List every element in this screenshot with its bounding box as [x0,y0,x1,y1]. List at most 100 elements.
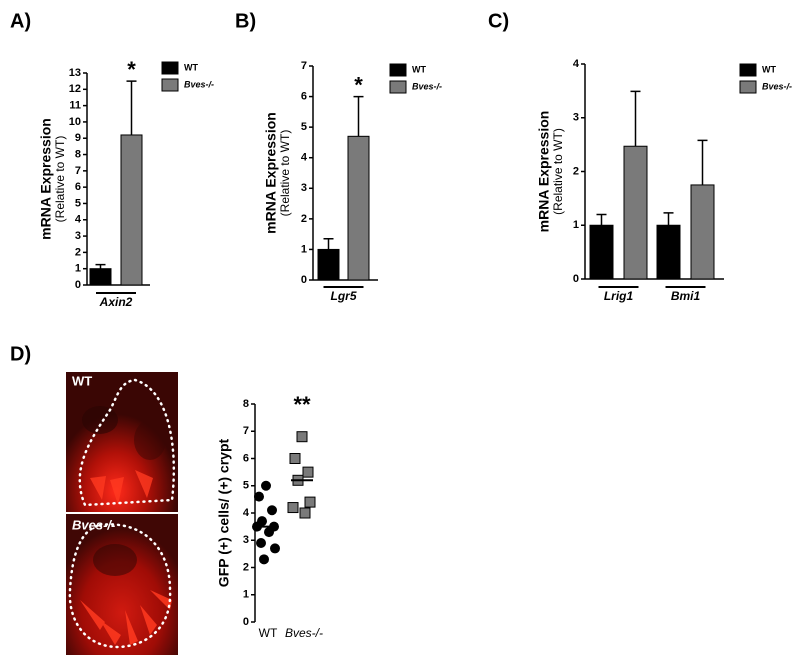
bar [623,145,648,280]
error-bar [596,213,607,226]
y-tick-label: 6 [75,181,81,193]
y-axis-sublabel: (Relative to WT) [551,128,565,215]
y-tick-label: 9 [75,132,81,144]
legend-swatch [161,78,179,92]
significance: * [354,72,363,97]
y-tick-label: 5 [75,197,81,209]
y-tick-label: 5 [301,121,307,133]
data-point [302,466,314,478]
bar [690,184,715,280]
data-point [254,491,264,502]
y-tick-label: 3 [301,182,307,194]
y-tick-label: 1 [301,243,307,255]
data-point [289,453,301,464]
y-tick-label: 0 [301,274,307,286]
panel-label: A) [10,10,31,32]
legend-label: Bves-/- [184,79,214,89]
y-tick-label: 12 [69,83,81,95]
y-tick-label: 1 [573,219,579,231]
error-bar [630,90,641,147]
data-point [256,537,266,548]
micrograph-bves [66,514,178,655]
legend-swatch [739,63,757,77]
error-bar [697,139,708,185]
y-tick-label: 2 [243,561,249,573]
y-tick-label: 8 [75,148,81,160]
data-point [261,480,271,491]
data-point [299,507,311,519]
y-axis-label: mRNA Expression [38,118,54,240]
y-tick-label: 1 [75,263,81,275]
y-tick-label: 1 [243,589,249,601]
data-point [287,502,299,514]
legend-label: WT [412,64,426,74]
group-label: Axin2 [99,295,133,309]
x-tick-label: Bves-/- [285,626,323,640]
y-tick-label: 3 [75,230,81,242]
error-bar [95,263,106,269]
y-tick-label: 5 [243,480,249,492]
data-point [259,554,269,565]
data-point [267,505,277,516]
error-bar [323,237,334,250]
y-tick-label: 4 [573,58,580,70]
y-axis-label: mRNA Expression [263,112,279,234]
y-tick-label: 2 [301,213,307,225]
bar [89,268,112,286]
y-tick-label: 7 [75,165,81,177]
bar [589,224,614,280]
image-label: WT [72,373,92,388]
group-label: Lrig1 [604,289,634,303]
legend-label: WT [184,62,198,72]
group-label: Bmi1 [671,289,701,303]
data-point [264,527,274,538]
y-axis-sublabel: (Relative to WT) [278,130,292,217]
y-tick-label: 0 [75,279,81,291]
data-point [270,543,280,554]
legend-swatch [739,80,757,94]
y-tick-label: 6 [301,90,307,102]
error-bar [663,212,674,226]
legend-label: WT [762,64,776,74]
y-tick-label: 0 [243,616,249,628]
legend-swatch [161,61,179,75]
data-point [296,431,308,443]
y-tick-label: 7 [301,60,307,72]
group-label: Lgr5 [330,289,356,303]
y-tick-label: 13 [69,67,81,79]
micrograph-wt [66,372,178,512]
bar [347,135,370,281]
legend-label: Bves-/- [762,81,792,91]
error-bar [353,95,364,137]
y-axis-sublabel: (Relative to WT) [53,136,67,223]
y-tick-label: 2 [75,246,81,258]
error-bar [126,80,137,135]
legend-label: Bves-/- [412,81,442,91]
y-axis-label: mRNA Expression [536,111,552,233]
panel-label: C) [488,10,509,32]
y-tick-label: 3 [573,112,579,124]
bar [656,224,681,280]
bar [120,134,143,286]
data-point [304,496,316,508]
legend-swatch [389,80,407,94]
bar [317,248,340,281]
y-tick-label: 4 [243,507,250,519]
y-tick-label: 3 [243,534,249,546]
y-tick-label: 7 [243,425,249,437]
image-label: Bves-/- [72,517,115,532]
y-tick-label: 4 [75,214,82,226]
panel-label: B) [235,10,256,32]
y-tick-label: 11 [69,100,81,112]
x-tick-label: WT [259,626,278,640]
y-tick-label: 8 [243,398,249,410]
panel-label: D) [10,343,31,365]
y-tick-label: 10 [69,116,81,128]
significance: ** [293,392,311,417]
y-tick-label: 2 [573,165,579,177]
legend-swatch [389,63,407,77]
y-axis-label: GFP (+) cells/ (+) crypt [216,438,232,587]
y-tick-label: 0 [573,273,579,285]
y-tick-label: 4 [301,152,308,164]
